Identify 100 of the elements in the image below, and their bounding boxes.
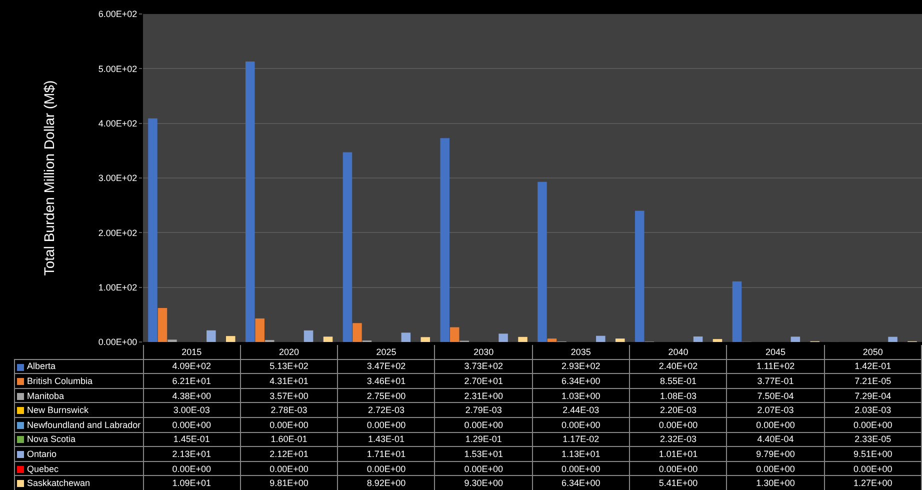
bar — [226, 336, 236, 342]
bar — [634, 210, 644, 342]
bar — [538, 182, 547, 342]
bar — [342, 152, 352, 342]
bar — [888, 336, 898, 342]
data-label: 2.40E+02 — [630, 359, 727, 374]
y-tick-label: 3.00E+02 — [98, 173, 138, 184]
bar — [693, 336, 703, 342]
data-label: 0.00E+00 — [240, 461, 338, 476]
data-label: 1.29E-01 — [434, 432, 532, 447]
bar — [547, 338, 557, 342]
legend-label: Ontario — [14, 446, 143, 462]
legend-label: Saskkatchewan — [14, 476, 143, 490]
data-label: 2.75E+00 — [338, 388, 435, 403]
legend-label: Quebec — [14, 461, 143, 476]
data-label: 2.13E+01 — [143, 446, 240, 462]
legend-label: New Burnswick — [14, 402, 143, 418]
bar — [158, 308, 168, 342]
x-tick-label: 2045 — [726, 345, 824, 360]
data-label: 1.03E+00 — [532, 388, 630, 403]
data-label: 3.77E-01 — [726, 374, 824, 388]
data-label: 0.00E+00 — [240, 417, 338, 432]
data-label: 2.93E+02 — [532, 359, 630, 374]
data-label: 9.79E+00 — [726, 446, 824, 462]
legend-label: Nova Scotia — [14, 432, 143, 447]
data-label: 0.00E+00 — [143, 461, 240, 476]
data-label: 1.11E+02 — [726, 359, 824, 374]
y-tick-label: 0.00E+00 — [98, 337, 138, 348]
data-label: 1.30E+00 — [726, 476, 824, 490]
y-axis-title: Total Burden Million Dollar (M$) — [41, 80, 58, 276]
data-label: 2.32E-03 — [630, 432, 727, 447]
bar — [450, 327, 460, 342]
x-tick-label: 2040 — [630, 345, 727, 360]
bar — [616, 338, 625, 342]
data-label: 2.78E-03 — [240, 402, 338, 418]
data-label: 1.09E+01 — [143, 476, 240, 490]
data-label: 2.03E-03 — [824, 402, 922, 418]
data-label: 1.27E+00 — [824, 476, 922, 490]
bar — [255, 318, 264, 342]
data-label: 0.00E+00 — [338, 461, 435, 476]
data-label: 7.50E-04 — [726, 388, 824, 403]
data-label: 3.73E+02 — [434, 359, 532, 374]
data-label: 2.31E+00 — [434, 388, 532, 403]
data-label: 8.92E+00 — [338, 476, 435, 490]
data-label: 9.51E+00 — [824, 446, 922, 462]
x-tick-label: 2020 — [240, 345, 338, 360]
bar — [401, 332, 411, 342]
bar — [790, 336, 800, 342]
bar — [245, 62, 255, 342]
bar — [304, 330, 314, 342]
data-label: 3.57E+00 — [240, 388, 338, 403]
data-label: 5.41E+00 — [630, 476, 727, 490]
bar — [498, 334, 508, 342]
data-label: 1.08E-03 — [630, 388, 727, 403]
bar — [206, 330, 216, 342]
legend-label: Alberta — [14, 359, 143, 374]
bar — [712, 339, 722, 342]
data-label: 2.44E-03 — [532, 402, 630, 418]
data-label: 1.71E+01 — [338, 446, 435, 462]
data-label: 0.00E+00 — [726, 417, 824, 432]
data-label: 0.00E+00 — [630, 461, 727, 476]
bar — [352, 323, 362, 342]
data-label: 2.12E+01 — [240, 446, 338, 462]
data-label: 0.00E+00 — [532, 461, 630, 476]
y-tick-label: 1.00E+02 — [98, 282, 138, 292]
legend-label: Newfoundland and Labrador — [14, 417, 143, 432]
data-label: 2.20E-03 — [630, 402, 727, 418]
data-label: 7.29E-04 — [824, 388, 922, 403]
bar — [732, 281, 742, 342]
data-label: 2.33E-05 — [824, 432, 922, 447]
data-label: 4.40E-04 — [726, 432, 824, 447]
x-tick-label: 2025 — [338, 345, 435, 360]
legend-label: British Columbia — [14, 374, 143, 388]
data-label: 3.00E-03 — [143, 402, 240, 418]
data-label: 4.38E+00 — [143, 388, 240, 403]
data-label: 1.01E+01 — [630, 446, 727, 462]
data-label: 7.21E-05 — [824, 374, 922, 388]
y-tick-label: 2.00E+02 — [98, 228, 138, 238]
data-label: 3.47E+02 — [338, 359, 435, 374]
data-label: 6.34E+00 — [532, 374, 630, 388]
data-label: 2.07E-03 — [726, 402, 824, 418]
data-label: 0.00E+00 — [434, 461, 532, 476]
data-label: 0.00E+00 — [532, 417, 630, 432]
data-label: 6.34E+00 — [532, 476, 630, 490]
data-label: 1.42E-01 — [824, 359, 922, 374]
data-label: 8.55E-01 — [630, 374, 727, 388]
data-label: 0.00E+00 — [726, 461, 824, 476]
data-label: 0.00E+00 — [338, 417, 435, 432]
x-tick-label: 2030 — [434, 345, 532, 360]
data-label: 4.09E+02 — [143, 359, 240, 374]
data-label: 0.00E+00 — [824, 417, 922, 432]
data-label: 5.13E+02 — [240, 359, 338, 374]
legend-label: Manitoba — [14, 388, 143, 403]
x-tick-label: 2050 — [824, 345, 922, 360]
data-label: 1.53E+01 — [434, 446, 532, 462]
data-label: 4.31E+01 — [240, 374, 338, 388]
data-label: 1.43E-01 — [338, 432, 435, 447]
data-label: 1.13E+01 — [532, 446, 630, 462]
y-tick-label: 4.00E+02 — [98, 118, 138, 128]
y-tick-label: 6.00E+02 — [98, 9, 138, 20]
